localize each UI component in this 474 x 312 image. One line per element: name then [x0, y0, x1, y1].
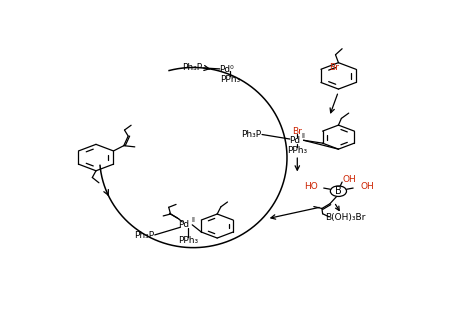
Text: II: II — [191, 217, 195, 223]
Text: Ph₃P: Ph₃P — [182, 63, 202, 72]
Text: II: II — [301, 133, 306, 139]
Text: B: B — [335, 186, 342, 196]
Text: Ph₃P: Ph₃P — [241, 129, 261, 139]
Text: OH: OH — [360, 183, 374, 191]
Text: Pd: Pd — [179, 220, 190, 229]
Text: HO: HO — [304, 183, 318, 191]
Text: Pd⁰: Pd⁰ — [219, 66, 234, 74]
Text: PPh₃: PPh₃ — [287, 146, 307, 155]
Text: Pd: Pd — [289, 136, 300, 145]
Text: Br: Br — [329, 63, 339, 72]
Text: Ph₃P: Ph₃P — [134, 231, 154, 240]
Text: PPh₃: PPh₃ — [220, 75, 240, 84]
Text: B(OH)₃Br: B(OH)₃Br — [326, 213, 366, 222]
Text: PPh₃: PPh₃ — [178, 236, 198, 245]
Text: Br: Br — [292, 127, 302, 136]
Text: OH: OH — [342, 175, 356, 184]
